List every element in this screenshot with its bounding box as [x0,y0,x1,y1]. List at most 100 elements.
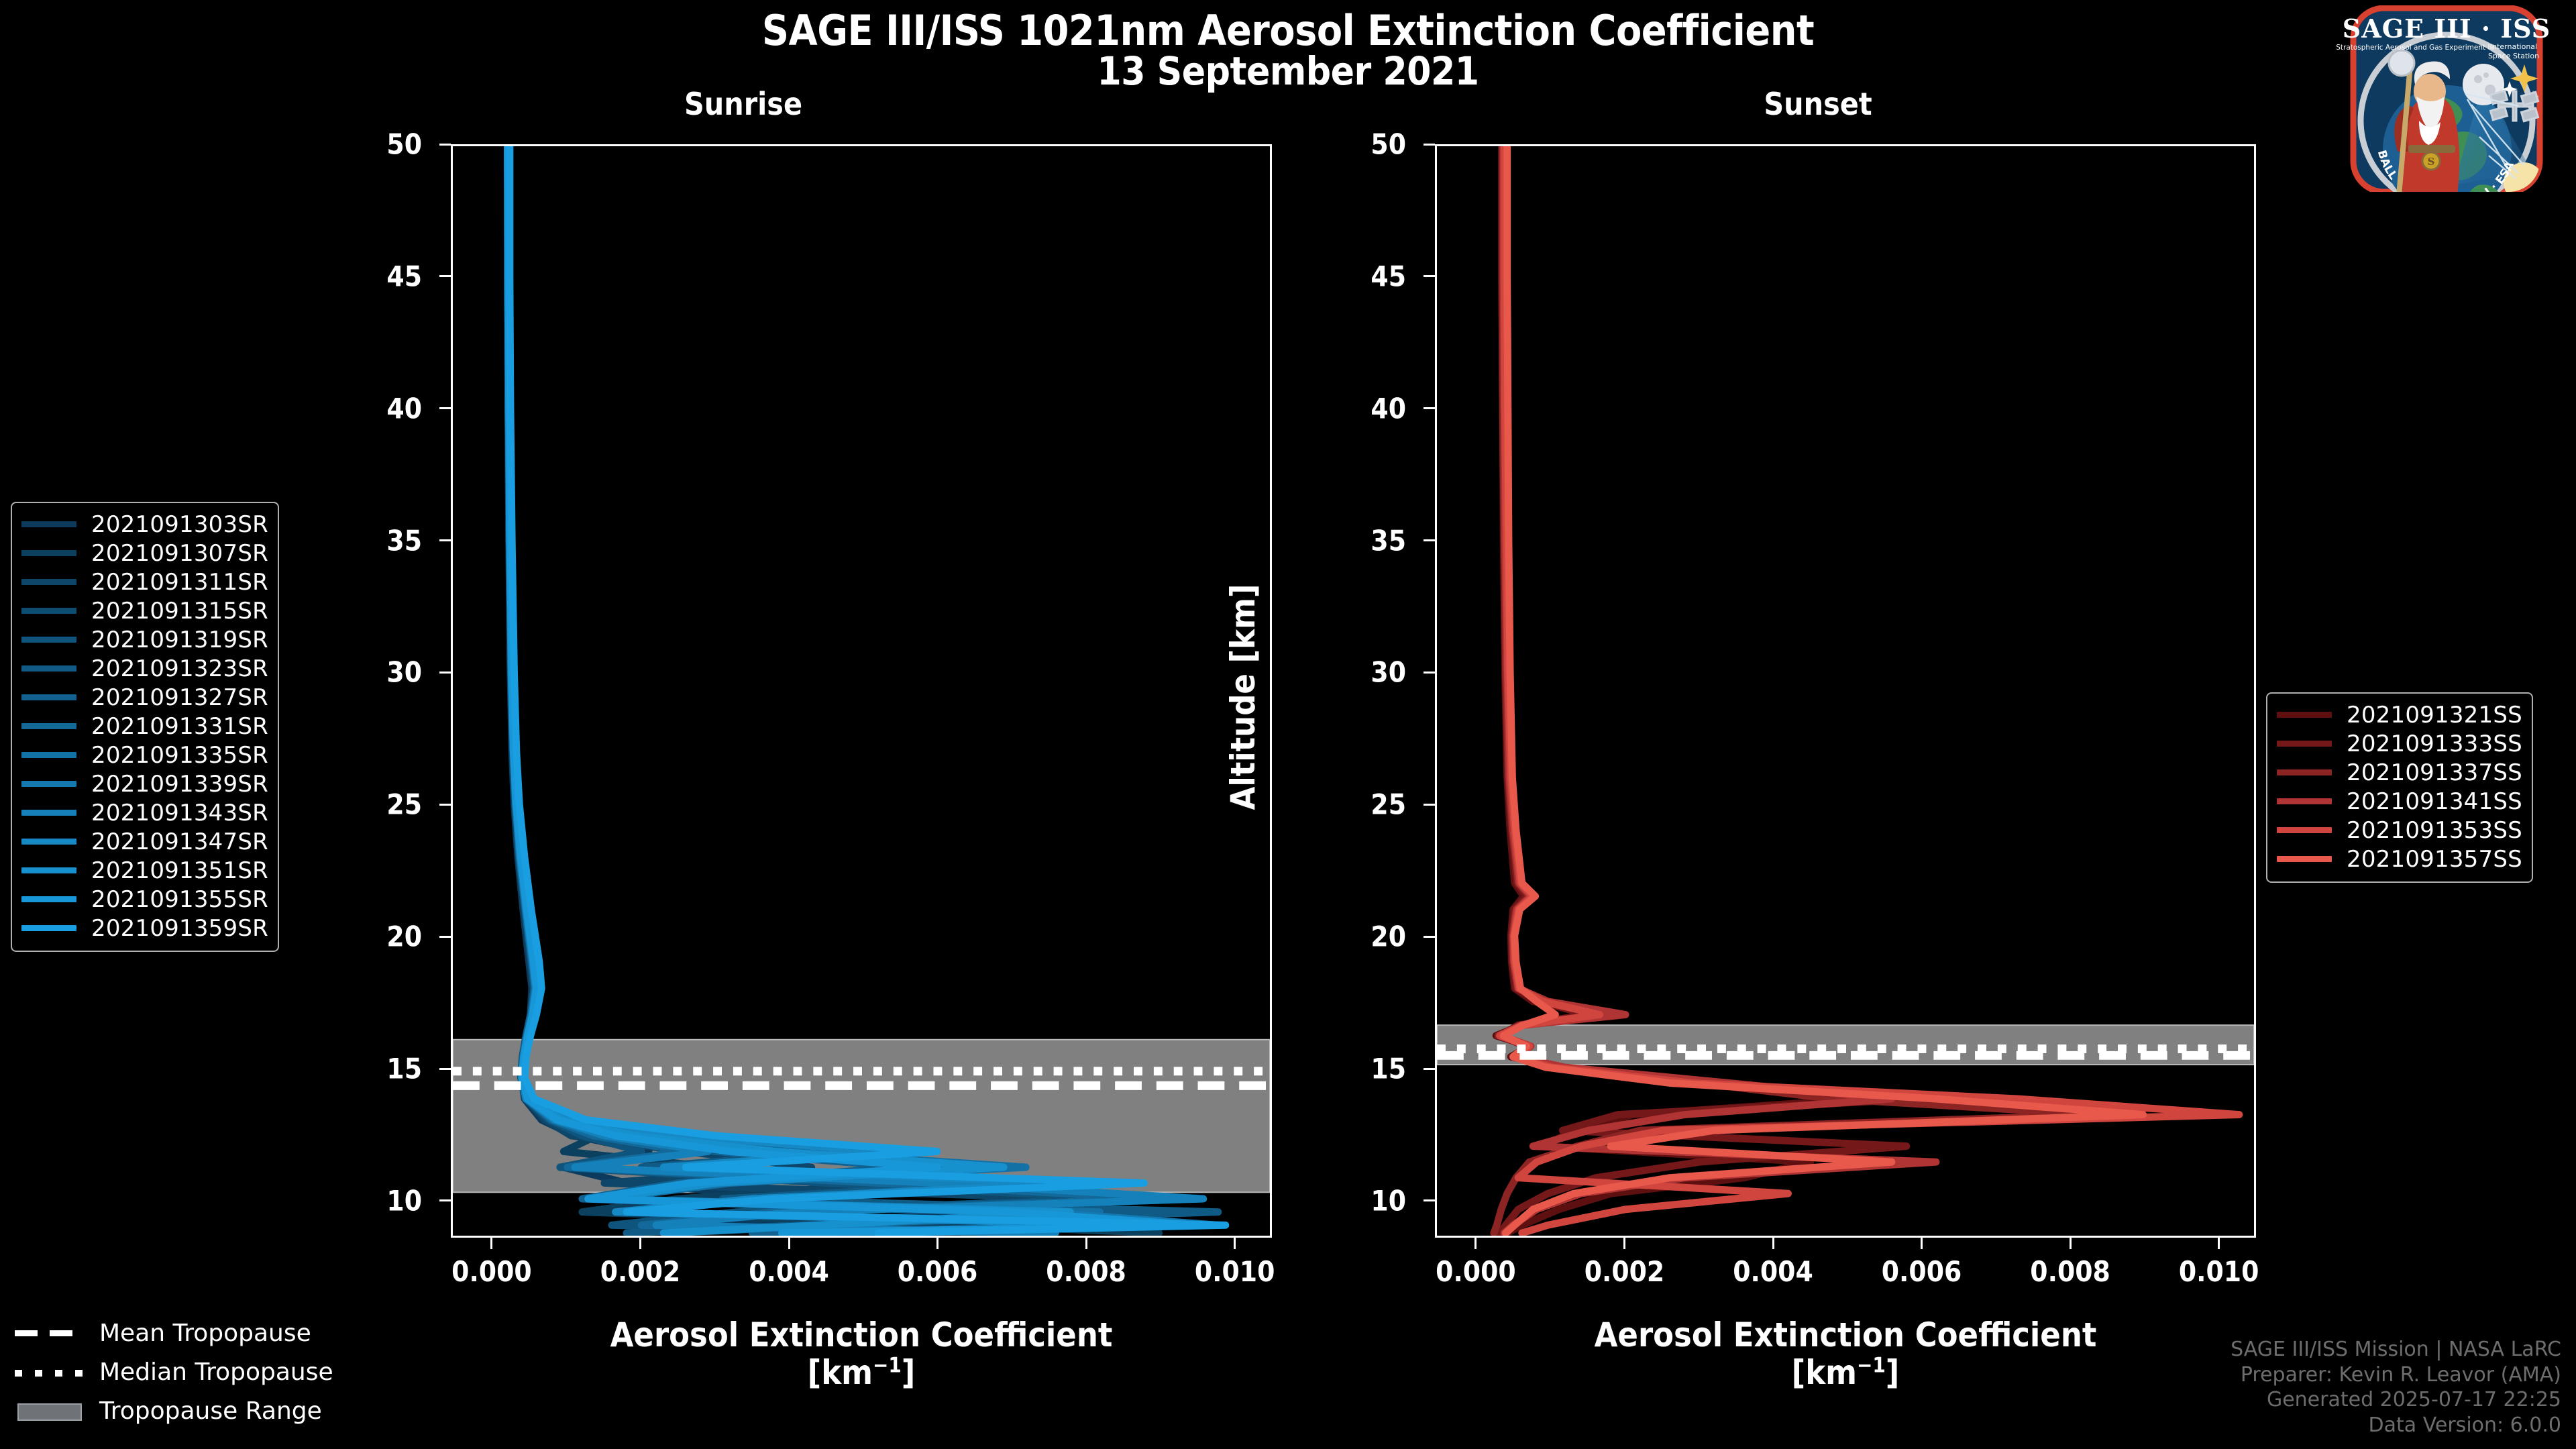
sunrise-legend-item[interactable]: 2021091347SR [21,827,268,856]
sunrise-profile-curves [453,146,1270,1236]
tropopause-range-swatch [15,1402,85,1421]
legend-color-swatch [21,521,76,527]
legend-item-label: 2021091357SS [2347,845,2522,873]
legend-color-swatch [21,867,76,873]
y-axis-tick-label: 30 [386,655,422,689]
legend-color-swatch [2277,856,2332,862]
legend-marker-glyph [15,1330,85,1336]
legend-item-label: 2021091307SR [91,539,268,567]
y-axis-tick [1424,407,1435,410]
x-axis-tick [1772,1238,1774,1249]
legend-item-label: 2021091359SR [91,914,268,942]
sunrise-legend-item[interactable]: 2021091339SR [21,769,268,798]
y-axis-tick [1424,935,1435,938]
legend-item-label: 2021091339SR [91,770,268,798]
legend-item-label: 2021091347SR [91,828,268,855]
y-axis-tick [1424,803,1435,806]
sunrise-x-axis-label: Aerosol Extinction Coefficient [km−1] [451,1316,1272,1391]
legend-color-swatch [21,665,76,672]
y-axis-tick [1424,1199,1435,1202]
legend-color-swatch [2277,798,2332,804]
legend-item-label: 2021091315SR [91,597,268,625]
x-axis-tick-label: 0.008 [1046,1255,1126,1288]
x-axis-tick-label: 0.000 [451,1255,532,1288]
x-axis-tick-label: 0.010 [1194,1255,1275,1288]
sunset-legend-item[interactable]: 2021091337SS [2277,758,2522,787]
x-axis-tick [1623,1238,1625,1249]
tropopause-legend-label: Mean Tropopause [99,1319,311,1347]
sunrise-plot-area [451,144,1272,1238]
y-axis-tick [1424,671,1435,674]
tropopause-legend: Mean Tropopause Median Tropopause Tropopau… [15,1313,333,1430]
sunrise-legend-item[interactable]: 2021091343SR [21,798,268,827]
y-axis-tick [1424,275,1435,278]
sunrise-legend-item[interactable]: 2021091359SR [21,914,268,943]
svg-text:S: S [2428,156,2435,168]
sunset-legend-item[interactable]: 2021091333SS [2277,729,2522,758]
sunset-legend-item[interactable]: 2021091353SS [2277,816,2522,845]
legend-item-label: 2021091343SR [91,799,268,826]
y-axis-tick-label: 50 [386,127,422,161]
legend-color-swatch [2277,769,2332,775]
legend-item-label: 2021091311SR [91,568,268,596]
legend-marker-glyph [15,1370,85,1377]
sage-iii-iss-mission-patch-logo: S BALL S-I · ESA SAGE III · ISS Stratosp… [2336,5,2551,192]
x-axis-tick [2218,1238,2220,1249]
sunrise-legend-item[interactable]: 2021091355SR [21,885,268,914]
x-axis-title: Aerosol Extinction Coefficient [610,1316,1113,1354]
svg-text:Stratospheric Aerosol and Gas: Stratospheric Aerosol and Gas Experiment… [2336,44,2494,52]
sunrise-legend-item[interactable]: 2021091315SR [21,596,268,625]
legend-item-label: 2021091341SS [2347,788,2522,815]
sunrise-legend-item[interactable]: 2021091335SR [21,741,268,769]
sunrise-panel-heading: Sunrise [684,86,803,122]
legend-item-label: 2021091323SR [91,655,268,682]
x-axis-tick-label: 0.004 [749,1255,829,1288]
sunrise-legend-item[interactable]: 2021091303SR [21,510,268,539]
x-axis-title: Aerosol Extinction Coefficient [1594,1316,2097,1354]
profile-line [506,146,1230,1236]
svg-text:SAGE III · ISS: SAGE III · ISS [2343,13,2551,44]
x-axis-tick-label: 0.002 [1584,1255,1665,1288]
svg-text:Space Station: Space Station [2488,52,2539,60]
x-axis-tick-label: 0.002 [600,1255,681,1288]
sunset-legend-item[interactable]: 2021091341SS [2277,787,2522,816]
sunrise-legend-item[interactable]: 2021091351SR [21,856,268,885]
tropopause-legend-item: Mean Tropopause [15,1313,333,1352]
legend-color-swatch [21,752,76,758]
sunrise-legend-item[interactable]: 2021091311SR [21,568,268,596]
sunset-y-axis-label: Altitude [km] [1224,584,1263,810]
sunrise-legend[interactable]: 2021091303SR 2021091307SR 2021091311SR 2021… [11,502,279,952]
legend-color-swatch [21,579,76,585]
sunset-legend-item[interactable]: 2021091357SS [2277,845,2522,873]
x-axis-tick-label: 0.000 [1436,1255,1516,1288]
sunset-plot-area [1435,144,2256,1238]
sunrise-legend-item[interactable]: 2021091319SR [21,625,268,654]
x-axis-tick [1921,1238,1923,1249]
figure-title: SAGE III/ISS 1021nm Aerosol Extinction C… [761,6,1815,55]
legend-item-label: 2021091319SR [91,626,268,653]
legend-item-label: 2021091353SS [2347,816,2522,844]
credit-mission: SAGE III/ISS Mission | NASA LaRC [2231,1337,2561,1361]
sunset-legend-item[interactable]: 2021091321SS [2277,700,2522,729]
x-axis-tick [1085,1238,1087,1249]
sunrise-legend-item[interactable]: 2021091327SR [21,683,268,712]
legend-color-swatch [2277,827,2332,833]
sunrise-legend-item[interactable]: 2021091307SR [21,539,268,568]
y-axis-tick [1424,539,1435,542]
sunrise-legend-item[interactable]: 2021091331SR [21,712,268,741]
legend-color-swatch [21,810,76,816]
legend-color-swatch [2277,741,2332,747]
sunset-legend[interactable]: 2021091321SS 2021091333SS 2021091337SS 2021… [2266,692,2533,883]
legend-color-swatch [21,925,76,931]
credits-block: SAGE III/ISS Mission | NASA LaRC Prepare… [2231,1337,2561,1438]
y-axis-tick-label: 45 [1371,260,1406,293]
y-axis-tick [1424,1067,1435,1070]
credit-generated: Generated 2025-07-17 22:25 [2266,1388,2561,1412]
legend-color-swatch [2277,712,2332,718]
legend-color-swatch [21,550,76,556]
sunrise-legend-item[interactable]: 2021091323SR [21,654,268,683]
y-axis-tick-label: 35 [1371,524,1406,557]
legend-color-swatch [21,781,76,787]
tropopause-legend-label: Median Tropopause [99,1358,333,1386]
dotted-line-swatch [15,1363,85,1381]
